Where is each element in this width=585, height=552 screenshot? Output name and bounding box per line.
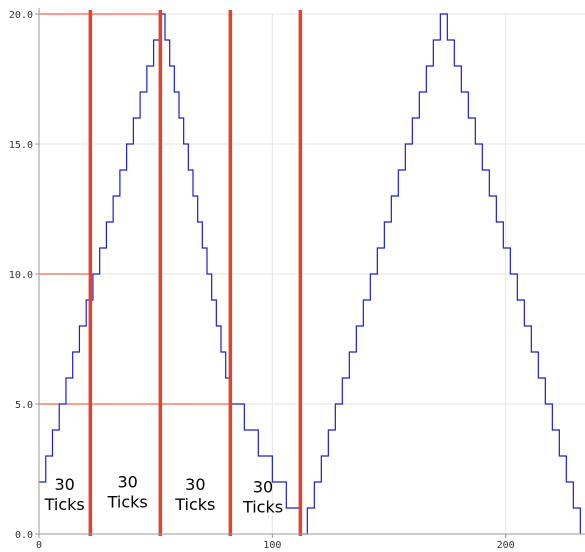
vertical-markers — [88, 10, 303, 536]
annotation-text: 30 — [185, 475, 205, 494]
grid — [38, 13, 585, 535]
annotation-text: 30 — [253, 478, 273, 497]
annotation-text: Ticks — [44, 495, 85, 514]
y-tick-label: 5.0 — [15, 400, 33, 411]
series-line — [39, 13, 581, 535]
tick-labels: 0.0 5.0 10.0 15.0 20.0 0 100 200 — [9, 10, 515, 551]
series-layer — [39, 13, 581, 535]
axes — [35, 8, 585, 538]
horizontal-markers — [39, 13, 231, 405]
x-tick-label: 0 — [36, 540, 42, 551]
x-tick-label: 200 — [497, 540, 515, 551]
y-tick-label: 0.0 — [15, 530, 33, 541]
y-tick-label: 10.0 — [9, 270, 33, 281]
annotation-text: Ticks — [107, 492, 148, 511]
x-tick-label: 100 — [263, 540, 281, 551]
annotation-text: 30 — [54, 475, 74, 494]
annotation-text: 30 — [117, 472, 137, 491]
y-tick-label: 20.0 — [9, 10, 33, 21]
y-tick-label: 15.0 — [9, 140, 33, 151]
annotation-text: Ticks — [242, 498, 283, 517]
annotation-text: Ticks — [174, 495, 215, 514]
